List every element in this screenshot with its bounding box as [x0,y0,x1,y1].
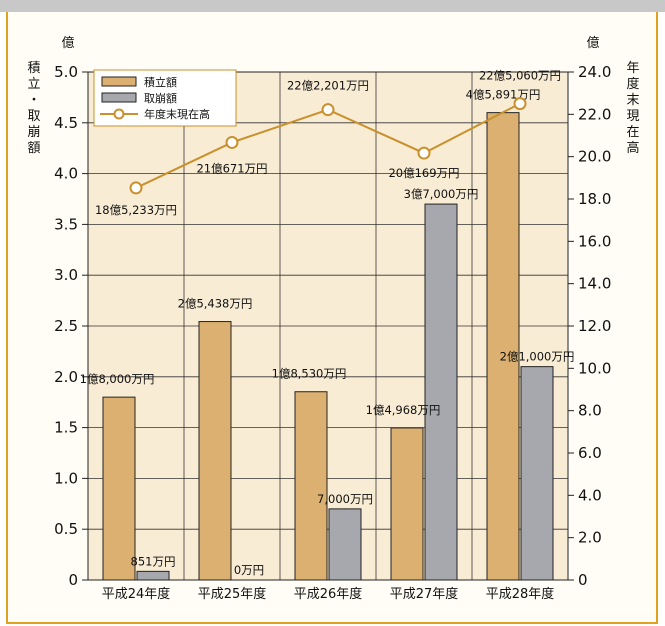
right-tick-label: 2.0 [578,529,602,547]
line-label: 21億671万円 [196,161,267,175]
right-axis-title-char: 度 [626,76,639,92]
bar-torikuzushi [328,508,362,581]
legend-label-nendomatsu: 年度末現在高 [144,107,210,121]
line-point [225,135,239,149]
right-tick-label: 14.0 [578,275,611,293]
right-tick-label: 0 [578,571,588,589]
category-label: 平成27年度 [390,586,459,602]
right-tick-label: 20.0 [578,148,611,166]
top-band [0,0,665,12]
line-label: 20億169万円 [388,166,459,180]
right-axis-unit: 億 [586,35,599,51]
category-label: 平成25年度 [198,586,267,602]
line-point [321,103,335,117]
left-axis-title-char: 取 [27,109,40,124]
bar-torikuzushi [136,570,170,581]
category-label: 平成26年度 [294,586,363,602]
left-tick-label: 0 [68,571,78,589]
bar-label-torikuzushi: 851万円 [131,554,176,568]
bar-sekiritsu [390,427,424,581]
category-label: 平成28年度 [486,586,555,602]
right-tick-label: 8.0 [578,402,602,420]
right-axis-title-char: 在 [626,125,639,140]
bar-label-sekiritsu: 1億4,968万円 [366,403,441,417]
left-axis-title-char: 積 [27,61,40,76]
line-label: 22億5,060万円 [479,69,561,83]
right-axis-title-char: 現 [626,109,639,124]
bar-label-sekiritsu: 1億8,530万円 [272,367,347,381]
bar-sekiritsu [198,321,232,581]
legend-swatch-torikuzushi [101,92,137,103]
right-tick-label: 6.0 [578,444,602,462]
left-tick-label: 4.0 [54,165,78,183]
right-axis-title-char: 高 [626,140,639,156]
left-tick-label: 1.5 [54,419,78,437]
left-tick-label: 5.0 [54,63,78,81]
right-axis-title-char: 年 [626,61,639,76]
left-axis-title-char: 立 [27,77,40,92]
right-tick-label: 24.0 [578,63,611,81]
right-tick-label: 12.0 [578,317,611,335]
bar-sekiritsu [102,396,136,581]
bar-sekiritsu [294,391,328,581]
left-tick-label: 1.0 [54,469,78,487]
left-tick-label: 3.5 [54,215,78,233]
line-label: 22億2,201万円 [287,79,369,93]
line-label: 18億5,233万円 [95,203,177,217]
category-label: 平成24年度 [102,586,171,602]
legend-swatch-sekiritsu [101,76,137,87]
right-tick-label: 22.0 [578,105,611,123]
legend-marker-nendomatsu [113,108,125,120]
bar-label-sekiritsu: 1億8,000万円 [80,372,155,386]
bar-label-torikuzushi: 7,000万円 [317,492,373,506]
right-tick-label: 4.0 [578,486,602,504]
left-axis-title-char: 崩 [27,125,40,140]
left-axis-unit: 億 [61,35,74,51]
bar-label-sekiritsu: 2億5,438万円 [178,297,253,311]
left-tick-label: 2.5 [54,317,78,335]
right-axis-title-char: 末 [626,93,639,108]
bar-label-torikuzushi: 2億1,000万円 [500,350,575,364]
left-axis-title-char: ・ [27,93,40,108]
bar-torikuzushi [424,203,458,581]
left-tick-label: 2.0 [54,368,78,386]
line-point [513,97,527,111]
right-tick-label: 16.0 [578,232,611,250]
bar-label-torikuzushi: 0万円 [234,563,264,577]
legend-label-sekiritsu: 積立額 [144,75,177,89]
right-tick-label: 18.0 [578,190,611,208]
legend-label-torikuzushi: 取崩額 [144,91,177,105]
bar-label-torikuzushi: 3億7,000万円 [404,187,479,201]
line-point [417,146,431,160]
left-tick-label: 4.5 [54,114,78,132]
right-tick-label: 10.0 [578,359,611,377]
bar-sekiritsu [486,112,520,581]
left-tick-label: 0.5 [54,520,78,538]
line-point [129,181,143,195]
bar-label-sekiritsu: 4億5,891万円 [466,88,541,102]
left-axis-title-char: 額 [27,141,40,156]
bar-torikuzushi [520,366,554,581]
left-tick-label: 3.0 [54,266,78,284]
